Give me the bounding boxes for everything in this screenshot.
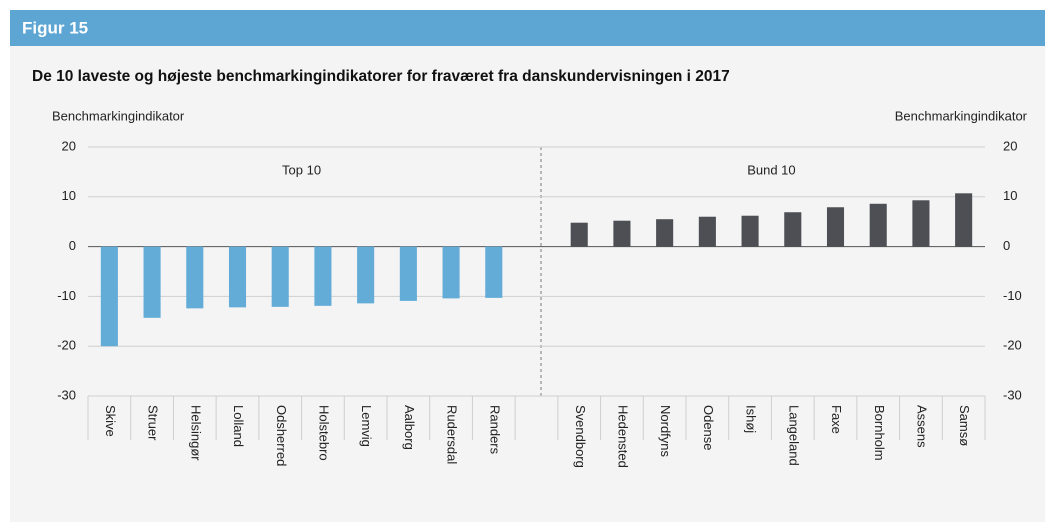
x-tick-label: Randers [487, 405, 502, 455]
bar [656, 219, 674, 247]
x-tick-label: Samsø [957, 405, 972, 446]
bar [784, 212, 802, 247]
header-title: Figur 15 [22, 18, 88, 37]
y2-tick-label: 0 [1003, 238, 1010, 253]
x-tick-label: Aalborg [402, 405, 417, 450]
group-label: Bund 10 [747, 162, 795, 177]
header-band [10, 10, 1045, 46]
y2-tick-label: -20 [1003, 338, 1022, 353]
y-tick-label: 20 [62, 138, 76, 153]
y2-axis-label: Benchmarkingindikator [895, 108, 1028, 123]
x-tick-label: Ishøj [744, 405, 759, 433]
bar [570, 222, 588, 247]
x-tick-label: Holstebro [316, 405, 331, 461]
y-tick-label: -30 [57, 387, 76, 402]
x-tick-label: Odense [701, 405, 716, 451]
bar [613, 220, 631, 247]
y-tick-label: 10 [62, 188, 76, 203]
bar [357, 246, 375, 304]
x-tick-label: Lolland [231, 405, 246, 447]
x-tick-label: Assens [914, 405, 929, 448]
bar [955, 193, 973, 247]
x-tick-label: Nordfyns [658, 405, 673, 458]
bar [869, 203, 887, 247]
y-tick-label: -20 [57, 338, 76, 353]
x-tick-label: Helsingør [188, 405, 203, 461]
panel [10, 46, 1045, 522]
x-tick-label: Struer [146, 405, 161, 441]
bar [314, 246, 332, 306]
bar [271, 246, 289, 307]
x-tick-label: Faxe [829, 405, 844, 434]
bar [485, 246, 503, 298]
x-tick-label: Svendborg [573, 405, 588, 468]
x-tick-label: Bornholm [872, 405, 887, 461]
x-tick-label: Odsherred [274, 405, 289, 466]
bar [826, 207, 845, 247]
x-tick-label: Lemvig [359, 405, 374, 447]
bar [143, 246, 161, 318]
chart-title: De 10 laveste og højeste benchmarkingind… [32, 68, 730, 85]
bar [100, 246, 118, 347]
group-label: Top 10 [282, 162, 321, 177]
bar [741, 215, 759, 247]
bar [186, 246, 204, 309]
x-tick-label: Hedensted [615, 405, 630, 468]
x-tick-label: Rudersdal [445, 405, 460, 464]
y-axis-label: Benchmarkingindikator [52, 108, 185, 123]
bar [912, 200, 930, 247]
bar [442, 246, 460, 299]
bar [399, 246, 417, 301]
y2-tick-label: 20 [1003, 138, 1017, 153]
x-tick-label: Skive [103, 405, 118, 437]
bar [698, 216, 716, 247]
y2-tick-label: -30 [1003, 387, 1022, 402]
y2-tick-label: 10 [1003, 188, 1017, 203]
y-tick-label: 0 [69, 238, 76, 253]
bar [228, 246, 247, 308]
y2-tick-label: -10 [1003, 288, 1022, 303]
x-tick-label: Langeland [786, 405, 801, 466]
y-tick-label: -10 [57, 288, 76, 303]
